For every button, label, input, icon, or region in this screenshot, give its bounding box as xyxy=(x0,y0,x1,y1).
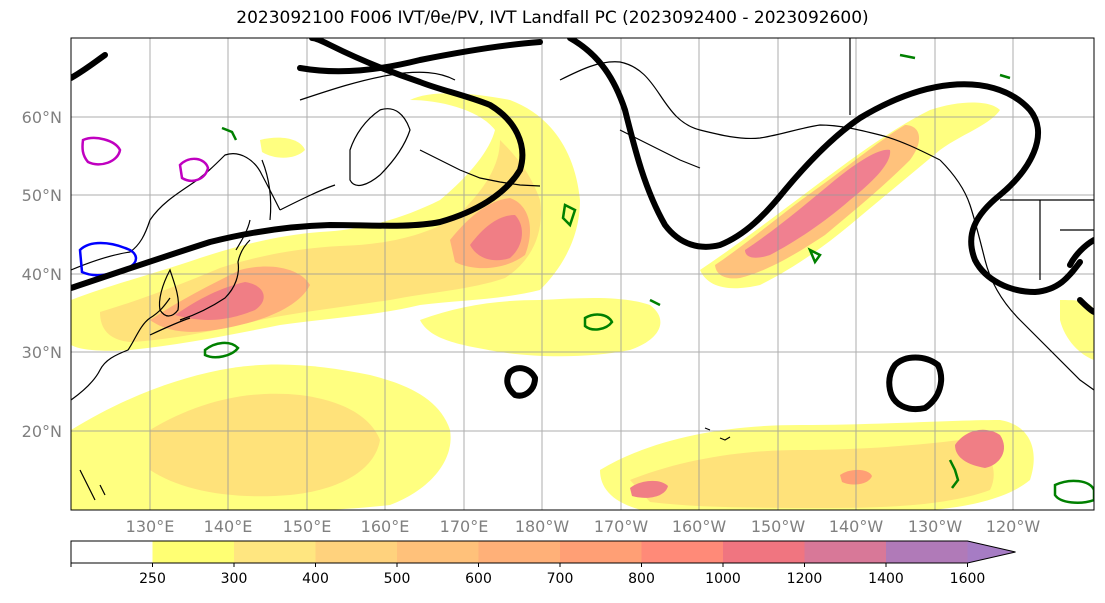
lon-label-150e: 150°E xyxy=(283,517,332,536)
colorbar-label: 700 xyxy=(547,571,574,587)
colorbar-segment xyxy=(71,541,153,563)
lon-label-130w: 130°W xyxy=(908,517,963,536)
colorbar-segment xyxy=(315,541,398,563)
colorbar-segment xyxy=(560,541,642,563)
colorbar-label: 1400 xyxy=(868,571,904,587)
lon-label-160e: 160°E xyxy=(361,517,410,536)
ivt-shading xyxy=(71,93,1094,510)
theta-contours xyxy=(78,53,1094,504)
lon-labels: 130°E 140°E 150°E 160°E 170°E 180°W 170°… xyxy=(126,517,1041,536)
colorbar-extension xyxy=(967,541,1016,563)
colorbar-label: 1000 xyxy=(705,571,741,587)
lon-label-140e: 140°E xyxy=(204,517,253,536)
colorbar-outline xyxy=(70,540,1016,564)
map-border xyxy=(70,37,1095,511)
lat-label-50: 50°N xyxy=(22,186,62,205)
coastlines xyxy=(71,38,1094,501)
colorbar-label: 400 xyxy=(302,571,329,587)
colorbar-segment xyxy=(723,541,805,563)
colorbar-segment xyxy=(234,541,316,563)
lat-label-30: 30°N xyxy=(22,343,62,362)
lon-label-150w: 150°W xyxy=(751,517,806,536)
colorbar-label: 1600 xyxy=(950,571,986,587)
colorbar-label: 300 xyxy=(221,571,248,587)
lon-label-170w: 170°W xyxy=(594,517,649,536)
lon-label-170e: 170°E xyxy=(440,517,489,536)
colorbar-segment xyxy=(397,541,479,563)
colorbar-segment xyxy=(804,541,887,563)
colorbar-label: 1200 xyxy=(787,571,823,587)
colorbar-label: 500 xyxy=(384,571,411,587)
colorbar-label: 600 xyxy=(465,571,492,587)
colorbar-segment xyxy=(641,541,724,563)
colorbar-label: 800 xyxy=(628,571,655,587)
colorbar-segment xyxy=(152,541,235,563)
lon-label-140w: 140°W xyxy=(829,517,884,536)
lon-label-120w: 120°W xyxy=(986,517,1041,536)
pv-contours xyxy=(71,38,1094,412)
lon-label-160w: 160°W xyxy=(672,517,727,536)
lat-label-20: 20°N xyxy=(22,422,62,441)
lon-label-130e: 130°E xyxy=(126,517,175,536)
graticule xyxy=(71,38,1094,510)
lat-label-60: 60°N xyxy=(22,108,62,127)
lat-labels: 60°N 50°N 40°N 30°N 20°N xyxy=(22,108,62,441)
lon-label-180w: 180°W xyxy=(515,517,570,536)
colorbar-label: 250 xyxy=(139,571,166,587)
colorbar-segment xyxy=(886,541,968,563)
chart-title: 2023092100 F006 IVT/θe/PV, IVT Landfall … xyxy=(236,8,869,28)
map-content xyxy=(71,38,1094,510)
lat-label-40: 40°N xyxy=(22,265,62,284)
colorbar: 250 300 400 500 600 700 800 1000 1200 1400 1600 xyxy=(70,540,1016,587)
colorbar-segment xyxy=(478,541,561,563)
